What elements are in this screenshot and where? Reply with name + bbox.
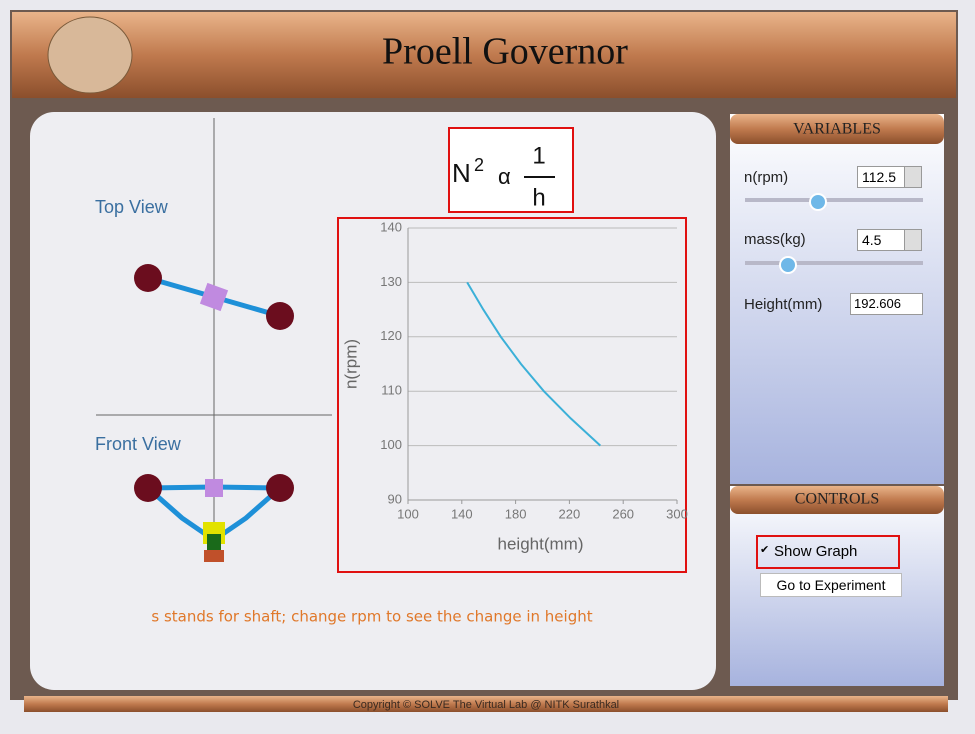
header-bar	[12, 12, 956, 98]
controls-header	[730, 486, 944, 514]
view-label: Top View	[95, 197, 169, 217]
note: s stands for shaft; change rpm to see th…	[151, 608, 592, 626]
ball	[266, 302, 294, 330]
y-axis-label: n(rpm)	[341, 339, 360, 389]
x-tick-label: 180	[505, 506, 527, 521]
x-tick-label: 300	[666, 506, 688, 521]
field-label: n(rpm)	[744, 169, 788, 186]
y-tick-label: 90	[388, 491, 402, 506]
page-title: Proell Governor	[382, 31, 628, 73]
highlight	[756, 535, 900, 569]
formula-box	[448, 127, 574, 213]
footer-bar	[24, 696, 948, 712]
button[interactable]: Go to Experiment	[760, 573, 902, 597]
checkbox[interactable]: ✔	[760, 544, 770, 556]
ball	[134, 474, 162, 502]
slider-thumb[interactable]	[809, 193, 827, 211]
sleeve	[199, 282, 229, 312]
formula-numerator: 1	[532, 142, 545, 169]
sleeve	[205, 479, 223, 497]
variables-title: VARIABLES	[793, 121, 881, 138]
field-label: Height(mm)	[744, 296, 822, 313]
spinner[interactable]	[904, 229, 922, 251]
weight	[207, 534, 221, 550]
y-tick-label: 130	[380, 274, 402, 289]
formula-denominator: h	[532, 184, 545, 211]
line	[466, 281, 602, 447]
y-tick-label: 100	[380, 437, 402, 452]
field-label: mass(kg)	[744, 231, 806, 248]
base	[204, 550, 224, 562]
footer: Copyright © SOLVE The Virtual Lab @ NITK…	[353, 699, 619, 711]
x-tick-label: 220	[559, 506, 581, 521]
y-tick-label: 120	[380, 328, 402, 343]
y-tick-label: 140	[380, 219, 402, 234]
slider-thumb[interactable]	[779, 256, 797, 274]
variables-header	[730, 114, 944, 144]
view-label: Front View	[95, 434, 182, 454]
checkbox-label[interactable]: Show Graph	[774, 543, 858, 560]
x-tick-label: 100	[397, 506, 419, 521]
formula-exponent: 2	[474, 155, 484, 175]
logo	[47, 16, 133, 94]
chart-box	[337, 217, 687, 573]
formula-relation: α	[498, 164, 511, 189]
spinner[interactable]	[904, 166, 922, 188]
ball	[266, 474, 294, 502]
input[interactable]: 4.5	[857, 229, 907, 251]
ball	[134, 264, 162, 292]
x-axis-label: height(mm)	[498, 534, 584, 553]
x-tick-label: 140	[451, 506, 473, 521]
controls-title: CONTROLS	[795, 491, 879, 508]
formula-base: N	[452, 158, 471, 188]
input[interactable]: 112.5	[857, 166, 907, 188]
input[interactable]: 192.606	[850, 293, 923, 315]
x-tick-label: 260	[612, 506, 634, 521]
y-tick-label: 110	[381, 383, 402, 398]
